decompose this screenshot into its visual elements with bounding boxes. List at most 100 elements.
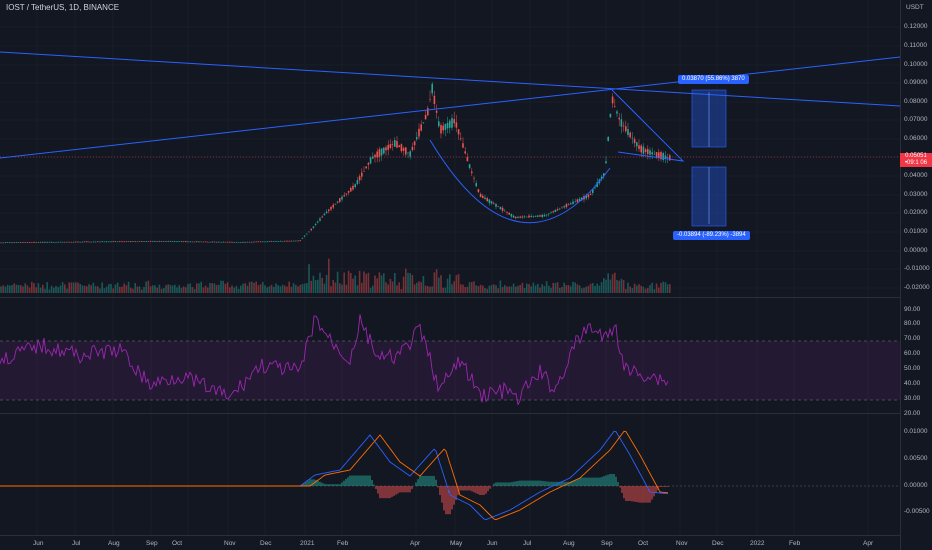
candle-body bbox=[299, 240, 301, 241]
candle-body bbox=[352, 185, 354, 190]
macd-histogram-bar bbox=[379, 486, 381, 499]
volume-bar bbox=[303, 283, 306, 293]
volume-bar bbox=[306, 283, 308, 293]
volume-bar bbox=[185, 287, 187, 293]
time-axis-label: Dec bbox=[260, 540, 272, 547]
price-axis-label: 0.06000 bbox=[904, 135, 928, 142]
candle-body bbox=[220, 241, 222, 243]
macd-histogram-bar bbox=[359, 475, 361, 486]
candle-body bbox=[405, 147, 407, 155]
candle-body bbox=[433, 95, 436, 105]
macd-histogram-bar bbox=[433, 475, 435, 486]
candle-body bbox=[367, 162, 370, 165]
pane-divider-macd[interactable] bbox=[0, 413, 900, 414]
candle-body bbox=[526, 216, 528, 218]
macd-histogram-bar bbox=[349, 475, 351, 486]
candle-body bbox=[506, 211, 508, 213]
volume-bar bbox=[345, 284, 348, 293]
volume-bar bbox=[358, 270, 361, 293]
candle-body bbox=[325, 211, 328, 214]
volume-bar bbox=[669, 284, 671, 293]
volume-bar bbox=[664, 282, 667, 293]
volume-bar bbox=[44, 288, 46, 293]
volume-bar bbox=[455, 275, 458, 293]
volume-bar bbox=[521, 282, 524, 293]
volume-bar bbox=[490, 284, 493, 293]
macd-histogram-bar bbox=[637, 486, 639, 503]
price-axis[interactable] bbox=[900, 0, 932, 550]
rsi-axis-label: 80.00 bbox=[904, 320, 921, 327]
macd-histogram-bar bbox=[619, 486, 621, 488]
rsi-axis-label: 90.00 bbox=[904, 306, 921, 313]
symbol-title[interactable]: IOST / TetherUS, 1D, BINANCE bbox=[6, 3, 120, 12]
macd-histogram-bar bbox=[545, 481, 547, 486]
volume-bar bbox=[141, 289, 143, 293]
volume-bar bbox=[578, 285, 581, 293]
candle-body bbox=[666, 157, 669, 158]
volume-bar bbox=[640, 285, 642, 293]
candle-body bbox=[145, 241, 147, 242]
volume-bar bbox=[334, 282, 337, 293]
candle-body bbox=[499, 207, 502, 210]
macd-histogram-bar bbox=[597, 477, 599, 486]
volume-bar bbox=[534, 285, 537, 293]
candle-body bbox=[209, 241, 211, 243]
volume-bar bbox=[420, 282, 422, 293]
macd-histogram-bar bbox=[365, 475, 367, 486]
trendlines[interactable] bbox=[0, 51, 901, 224]
candle-body bbox=[6, 242, 9, 243]
candle-body bbox=[660, 151, 662, 160]
candle-body bbox=[11, 242, 13, 244]
volume-bar bbox=[407, 272, 409, 293]
volume-bar bbox=[642, 286, 645, 293]
candle-body bbox=[308, 231, 310, 233]
macd-histogram-bar bbox=[425, 475, 427, 486]
candle-body bbox=[479, 193, 482, 198]
macd-histogram-bar bbox=[641, 486, 643, 503]
macd-histogram-bar bbox=[481, 486, 483, 495]
volume-bar bbox=[462, 284, 464, 293]
candle-body bbox=[545, 214, 548, 216]
volume-bar bbox=[629, 286, 631, 293]
price-range-tool[interactable] bbox=[691, 89, 727, 227]
macd-histogram-bar bbox=[475, 486, 477, 494]
candle-body bbox=[244, 242, 246, 243]
time-axis-label: Oct bbox=[638, 540, 649, 547]
macd-histogram-bar bbox=[537, 480, 539, 486]
volume-bar bbox=[68, 282, 70, 293]
candle-body bbox=[482, 195, 484, 198]
time-axis-label: Jun bbox=[487, 540, 498, 547]
volume-bar bbox=[182, 286, 185, 293]
price-axis-label: -0.02000 bbox=[904, 284, 930, 291]
candle-body bbox=[103, 241, 106, 243]
macd-histogram-bar bbox=[453, 486, 455, 505]
volume-bar bbox=[317, 279, 319, 293]
macd-histogram-bar bbox=[559, 481, 561, 486]
volume-bar bbox=[92, 282, 95, 293]
price-axis-label: 0.07000 bbox=[904, 116, 928, 123]
volume-bar bbox=[446, 278, 449, 293]
macd-histogram-bar bbox=[535, 480, 537, 486]
candle-body bbox=[512, 215, 515, 218]
volume-bar bbox=[57, 287, 59, 293]
volume-bar bbox=[457, 273, 460, 293]
volume-bar bbox=[323, 283, 326, 293]
pane-divider-rsi[interactable] bbox=[0, 297, 900, 298]
volume-bar bbox=[398, 282, 400, 293]
volume-bar bbox=[275, 283, 277, 293]
price-axis-label: 0.02000 bbox=[904, 209, 928, 216]
candle-body bbox=[455, 122, 458, 128]
time-axis-label: Oct bbox=[172, 540, 183, 547]
time-axis-label: Apr bbox=[863, 540, 874, 547]
volume-bar bbox=[171, 285, 174, 293]
macd-histogram-bar bbox=[573, 480, 575, 486]
volume-bar bbox=[501, 287, 504, 293]
candle-body bbox=[625, 126, 627, 132]
candle-body bbox=[226, 241, 229, 243]
volume-bar bbox=[101, 282, 103, 293]
candle-body bbox=[218, 241, 220, 243]
macd-histogram-bar bbox=[505, 482, 507, 486]
macd-histogram-bar bbox=[341, 482, 343, 486]
candle-body bbox=[288, 240, 290, 242]
